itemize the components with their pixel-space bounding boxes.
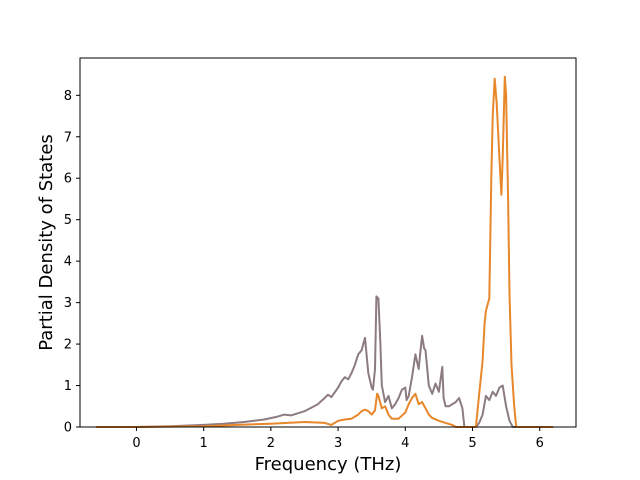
- plot-frame: [79, 57, 577, 428]
- x-tick-label: 0: [132, 436, 140, 451]
- x-tick-label: 1: [200, 436, 208, 451]
- y-tick-label: 1: [64, 379, 72, 394]
- ticks-layer: 0 1 2 3 4 5 6 0 1 2 3 4 5 6 7 8: [64, 89, 544, 451]
- y-tick-label: 5: [64, 213, 72, 228]
- x-tick-label: 6: [536, 436, 544, 451]
- x-tick-label: 2: [267, 436, 275, 451]
- y-axis-label: Partial Density of States: [36, 134, 57, 351]
- y-tick-label: 6: [64, 172, 72, 187]
- y-tick-label: 2: [64, 338, 72, 353]
- x-axis-label: Frequency (THz): [255, 454, 402, 475]
- y-tick-label: 4: [64, 255, 72, 270]
- series-line-2: [96, 75, 554, 428]
- x-tick-label: 4: [401, 436, 409, 451]
- y-tick-label: 8: [64, 89, 72, 104]
- series-layer: [96, 75, 554, 428]
- y-tick-label: 7: [64, 130, 72, 145]
- x-tick-label: 5: [468, 436, 476, 451]
- series-line-1: [96, 295, 554, 428]
- y-tick-label: 3: [64, 296, 72, 311]
- y-tick-label: 0: [64, 421, 72, 436]
- x-tick-label: 3: [334, 436, 342, 451]
